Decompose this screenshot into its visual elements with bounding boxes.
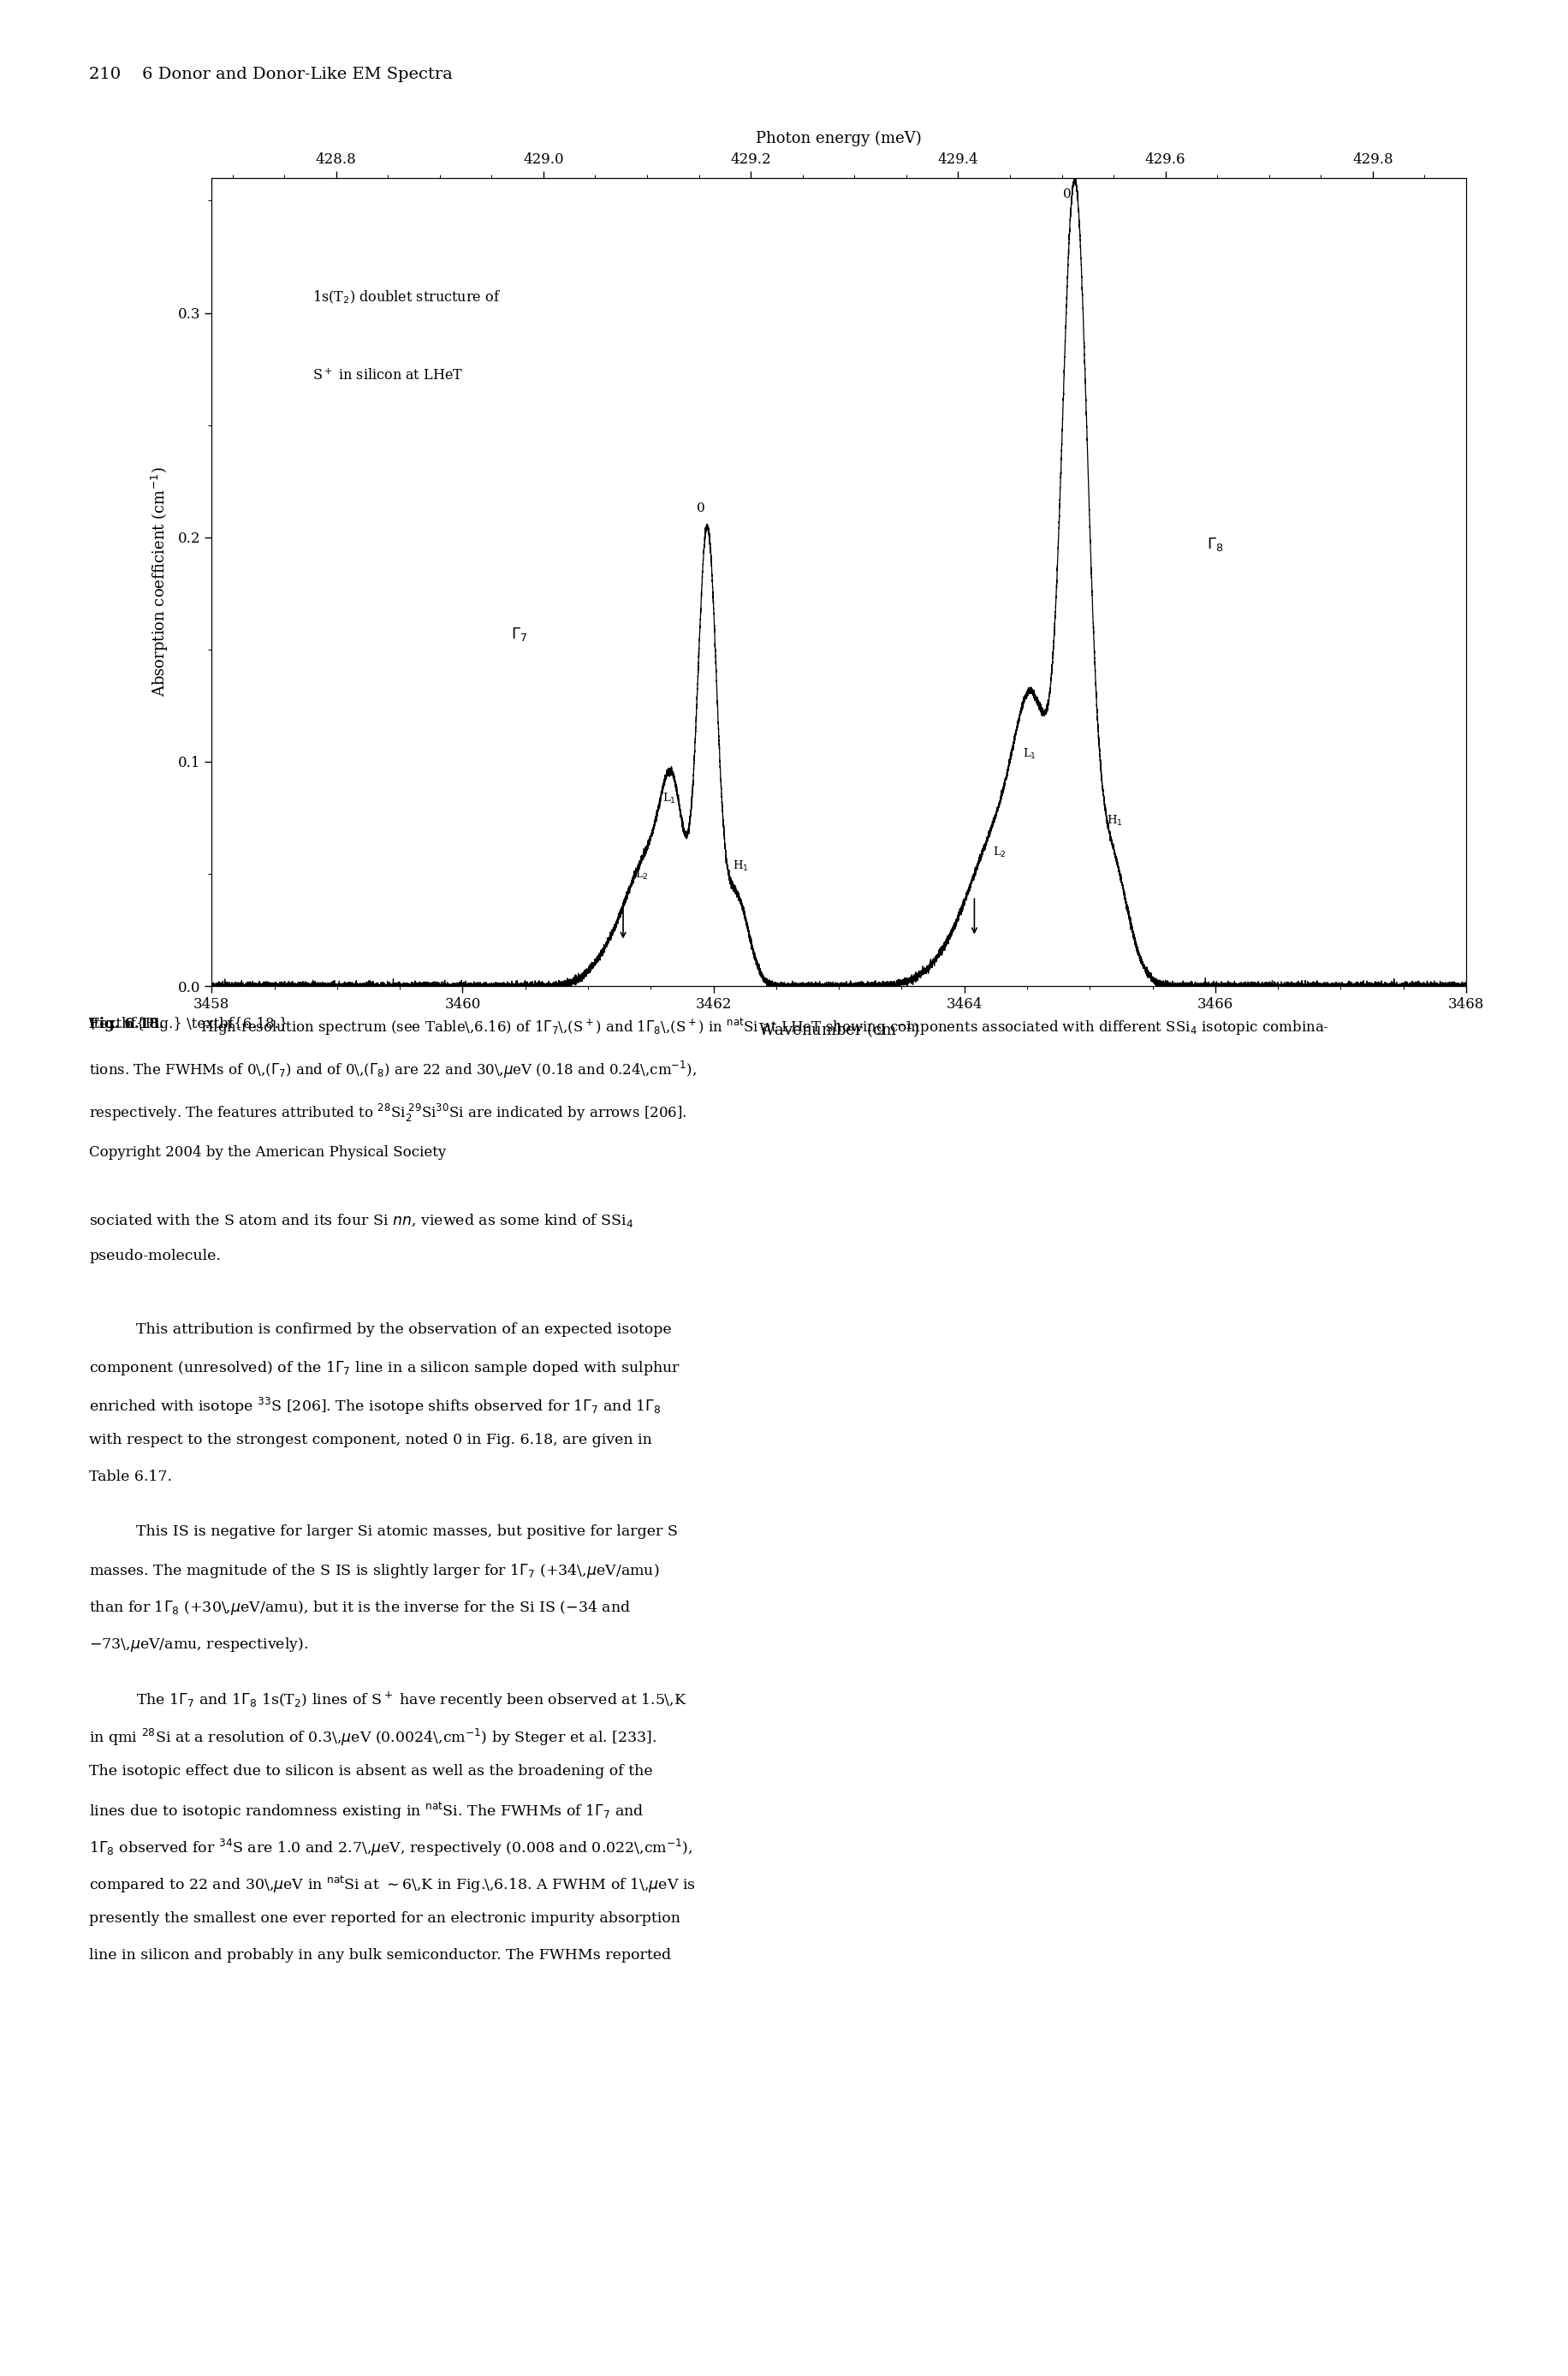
Text: L$_2$: L$_2$ <box>635 867 649 881</box>
Text: component (unresolved) of the 1$\Gamma_7$ line in a silicon sample doped with su: component (unresolved) of the 1$\Gamma_7… <box>89 1359 681 1378</box>
Text: $\Gamma_8$: $\Gamma_8$ <box>1207 535 1223 554</box>
X-axis label: Wavenumber (cm$^{-1}$): Wavenumber (cm$^{-1}$) <box>759 1019 919 1038</box>
Text: H$_1$: H$_1$ <box>1107 815 1123 827</box>
Text: sociated with the S atom and its four Si $nn$, viewed as some kind of SSi$_4$: sociated with the S atom and its four Si… <box>89 1212 633 1228</box>
Text: enriched with isotope $^{33}$S [206]. The isotope shifts observed for 1$\Gamma_7: enriched with isotope $^{33}$S [206]. Th… <box>89 1397 662 1416</box>
X-axis label: Photon energy (meV): Photon energy (meV) <box>756 131 922 147</box>
Text: This attribution is confirmed by the observation of an expected isotope: This attribution is confirmed by the obs… <box>136 1321 671 1338</box>
Text: $\Gamma_7$: $\Gamma_7$ <box>511 625 527 642</box>
Text: respectively. The features attributed to $^{28}$Si$_2^{\ 29}$Si$^{30}$Si are ind: respectively. The features attributed to… <box>89 1102 687 1124</box>
Text: $-$73\,$\mu$eV/amu, respectively).: $-$73\,$\mu$eV/amu, respectively). <box>89 1635 309 1654</box>
Text: pseudo-molecule.: pseudo-molecule. <box>89 1250 221 1264</box>
Text: The isotopic effect due to silicon is absent as well as the broadening of the: The isotopic effect due to silicon is ab… <box>89 1765 654 1780</box>
Text: Fig. 6.18.: Fig. 6.18. <box>89 1017 165 1031</box>
Y-axis label: Absorption coefficient (cm$^{-1}$): Absorption coefficient (cm$^{-1}$) <box>151 468 171 696</box>
Text: masses. The magnitude of the S IS is slightly larger for 1$\Gamma_7$ (+34\,$\mu$: masses. The magnitude of the S IS is sli… <box>89 1561 660 1580</box>
Text: Copyright 2004 by the American Physical Society: Copyright 2004 by the American Physical … <box>89 1145 447 1159</box>
Text: in qmi $^{28}$Si at a resolution of 0.3\,$\mu$eV (0.0024\,cm$^{-1}$) by Steger e: in qmi $^{28}$Si at a resolution of 0.3\… <box>89 1727 657 1749</box>
Text: \textbf{Fig.} \textbf{6.18.}: \textbf{Fig.} \textbf{6.18.} <box>89 1017 289 1031</box>
Text: High-resolution spectrum (see Table\,6.16) of 1$\Gamma_7$\,(S$^+$) and 1$\Gamma_: High-resolution spectrum (see Table\,6.1… <box>196 1017 1330 1038</box>
Text: 1s(T$_2$) doublet structure of: 1s(T$_2$) doublet structure of <box>312 290 500 307</box>
Text: L$_1$: L$_1$ <box>663 791 676 805</box>
Text: line in silicon and probably in any bulk semiconductor. The FWHMs reported: line in silicon and probably in any bulk… <box>89 1948 671 1963</box>
Text: L$_2$: L$_2$ <box>993 846 1007 860</box>
Text: The 1$\Gamma_7$ and 1$\Gamma_8$ 1s(T$_2$) lines of S$^+$ have recently been obse: The 1$\Gamma_7$ and 1$\Gamma_8$ 1s(T$_2$… <box>136 1692 687 1711</box>
Text: compared to 22 and 30\,$\mu$eV in $^{\mathrm{nat}}$Si at $\sim$6\,K in Fig.\,6.1: compared to 22 and 30\,$\mu$eV in $^{\ma… <box>89 1875 696 1896</box>
Text: S$^+$ in silicon at LHeT: S$^+$ in silicon at LHeT <box>312 368 463 383</box>
Text: Table 6.17.: Table 6.17. <box>89 1468 172 1485</box>
Text: tions. The FWHMs of 0\,($\Gamma_7$) and of 0\,($\Gamma_8$) are 22 and 30\,$\mu$e: tions. The FWHMs of 0\,($\Gamma_7$) and … <box>89 1060 696 1081</box>
Text: than for 1$\Gamma_8$ (+30\,$\mu$eV/amu), but it is the inverse for the Si IS ($-: than for 1$\Gamma_8$ (+30\,$\mu$eV/amu),… <box>89 1599 630 1616</box>
Text: L$_1$: L$_1$ <box>1022 746 1036 760</box>
Text: This IS is negative for larger Si atomic masses, but positive for larger S: This IS is negative for larger Si atomic… <box>136 1525 677 1540</box>
Text: 0: 0 <box>1063 188 1071 200</box>
Text: lines due to isotopic randomness existing in $^{\mathrm{nat}}$Si. The FWHMs of 1: lines due to isotopic randomness existin… <box>89 1801 644 1822</box>
Text: with respect to the strongest component, noted 0 in Fig. 6.18, are given in: with respect to the strongest component,… <box>89 1433 652 1447</box>
Text: 1$\Gamma_8$ observed for $^{34}$S are 1.0 and 2.7\,$\mu$eV, respectively (0.008 : 1$\Gamma_8$ observed for $^{34}$S are 1.… <box>89 1839 693 1858</box>
Text: presently the smallest one ever reported for an electronic impurity absorption: presently the smallest one ever reported… <box>89 1910 681 1927</box>
Text: 210    6 Donor and Donor-Like EM Spectra: 210 6 Donor and Donor-Like EM Spectra <box>89 67 453 81</box>
Text: H$_1$: H$_1$ <box>734 860 750 872</box>
Text: 0: 0 <box>696 504 706 516</box>
